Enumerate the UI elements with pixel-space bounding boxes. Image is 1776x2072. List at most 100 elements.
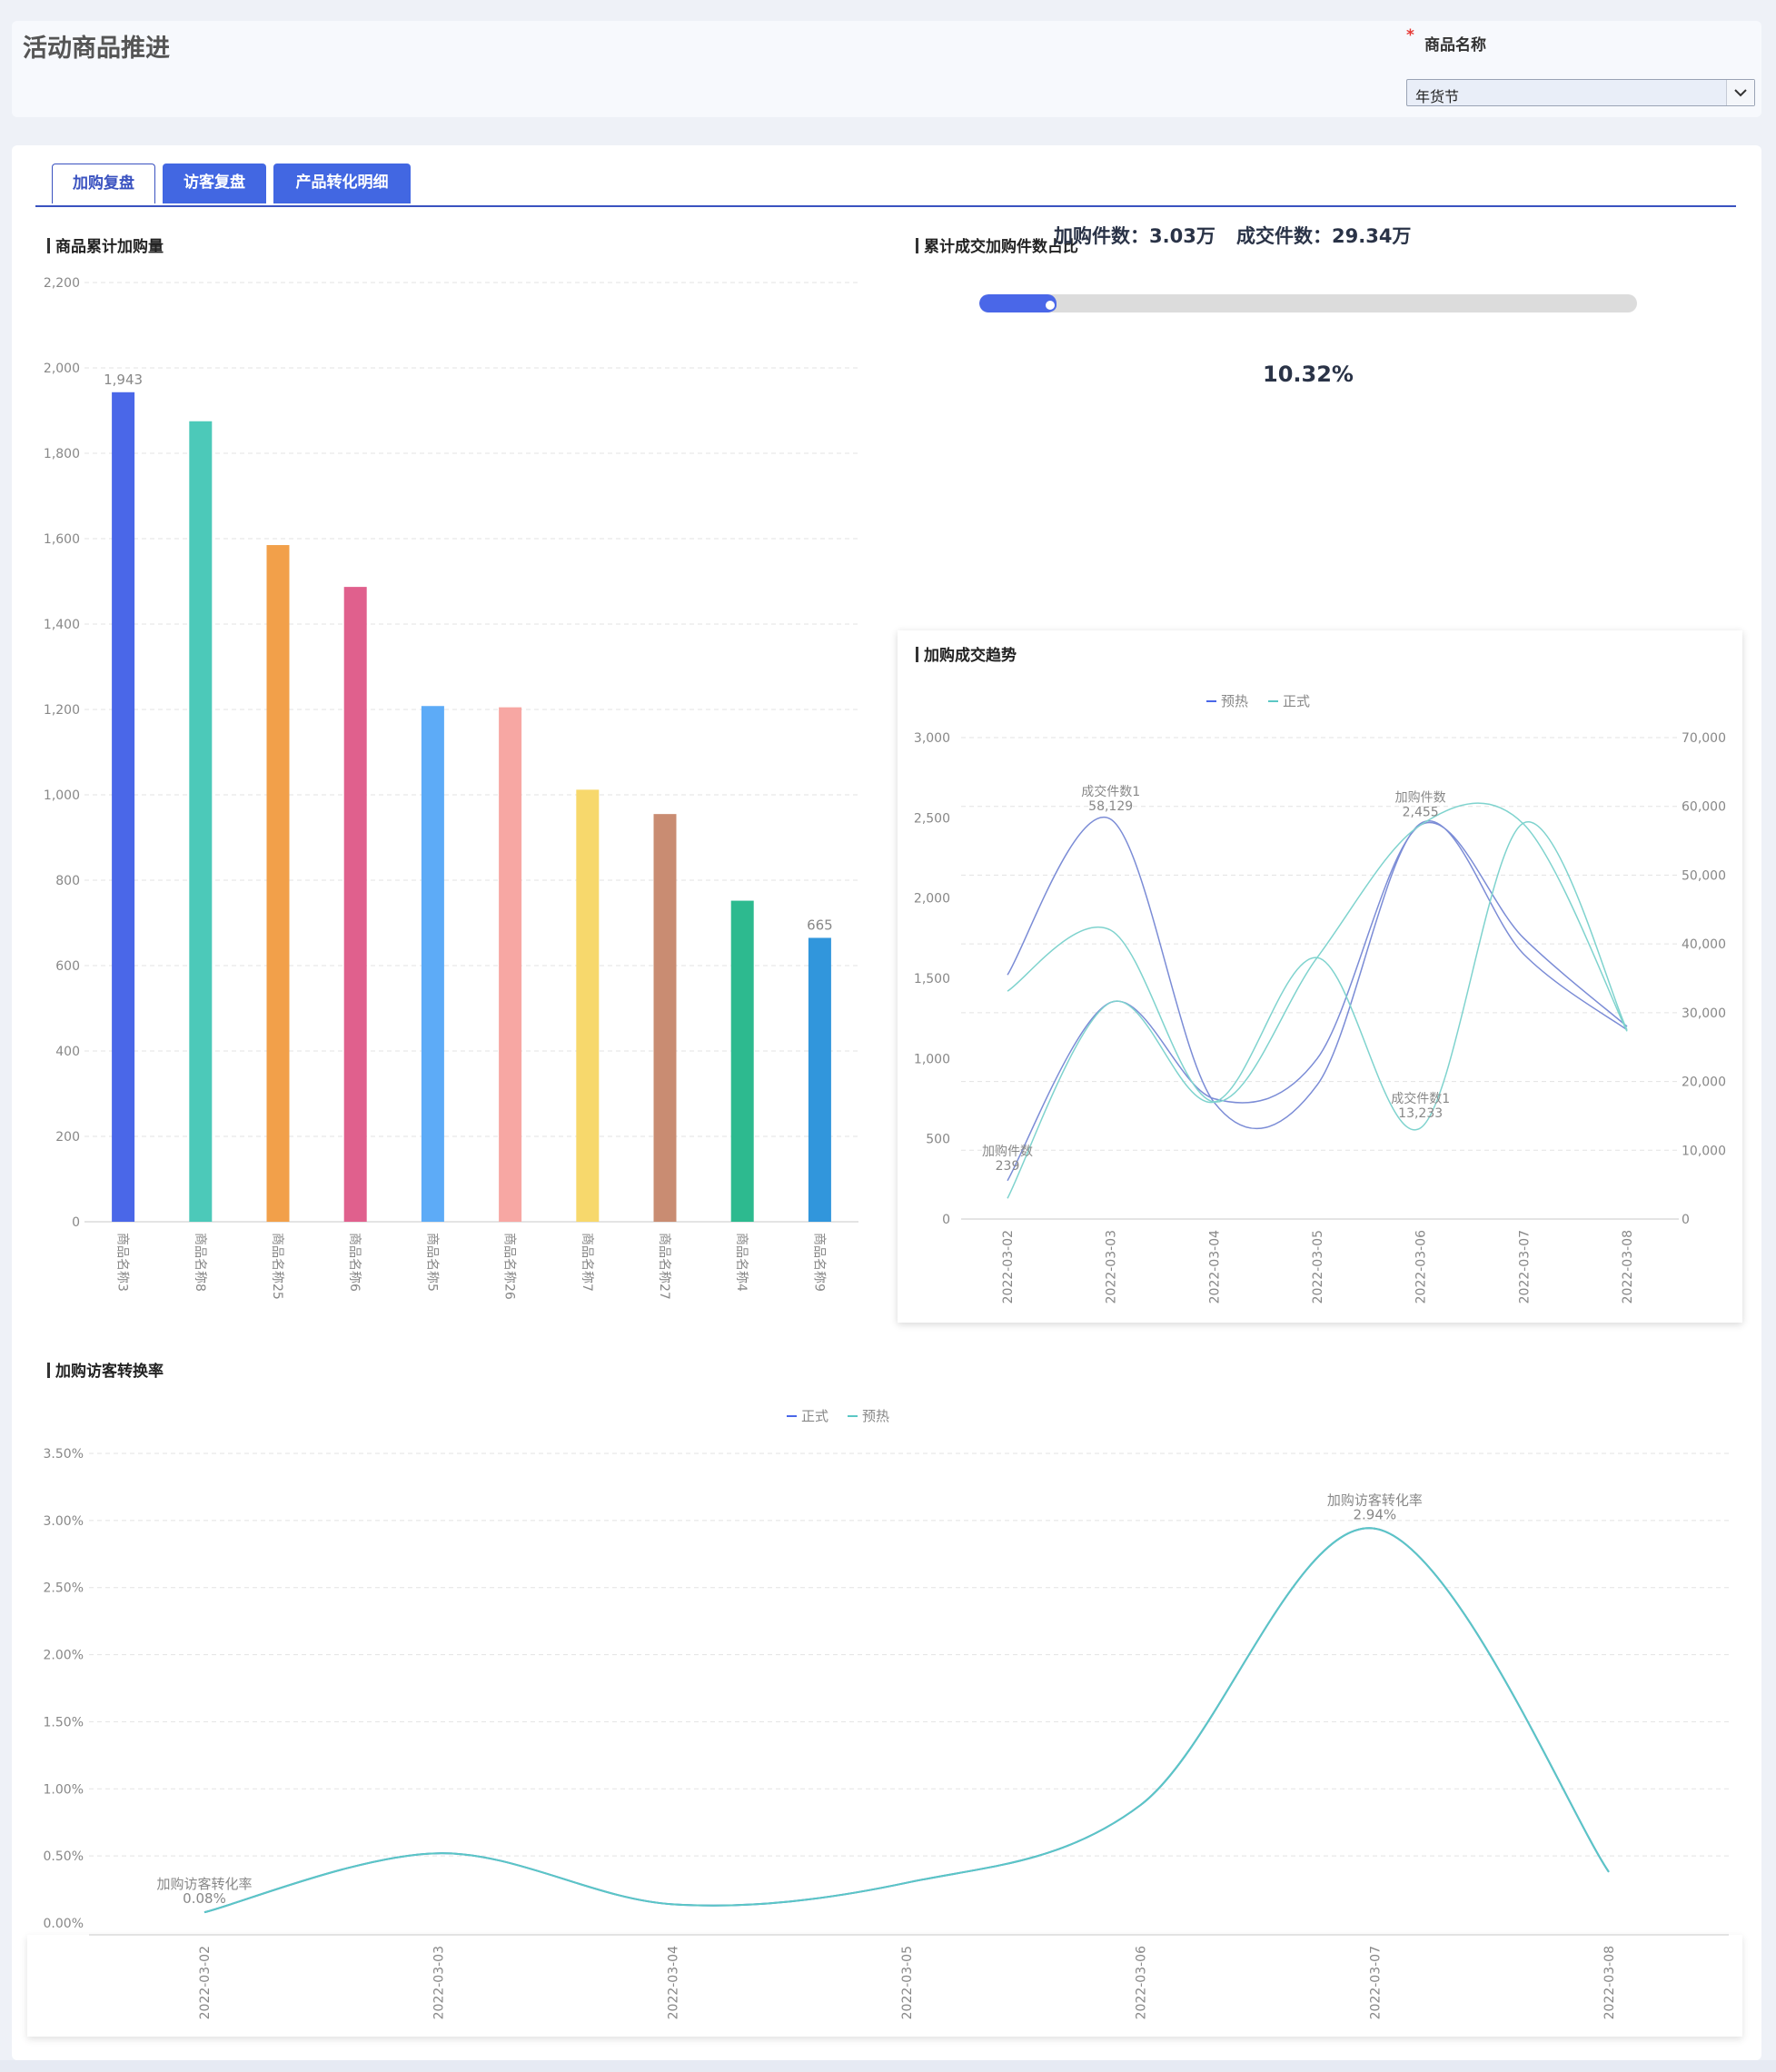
- rate-annotation-label: 加购访客转化率: [1327, 1492, 1423, 1509]
- rate-ytick-label: 3.00%: [44, 1514, 84, 1529]
- bar-category-label: 商品名称26: [502, 1233, 517, 1300]
- trend-left-tick: 1,500: [914, 972, 950, 986]
- bar-ytick-label: 1,800: [44, 447, 80, 461]
- trend-annotation-label: 加购件数: [982, 1145, 1033, 1159]
- trend-chart-card: [898, 630, 1742, 1323]
- rate-annotation-value: 0.08%: [183, 1890, 226, 1907]
- rate-series-line: [203, 1527, 1610, 1914]
- bar-ytick-label: 0: [72, 1215, 80, 1230]
- bar-category-label: 商品名称6: [347, 1233, 362, 1292]
- trend-chart-title: 加购成交趋势: [916, 642, 1017, 665]
- trend-right-tick: 10,000: [1682, 1144, 1726, 1158]
- bottom-scroll-strip: [0, 2060, 1776, 2072]
- rate-x-label: 2022-03-02: [198, 1946, 213, 2019]
- bar-chart-title: 商品累计加购量: [47, 233, 164, 256]
- rate-ytick-label: 0.50%: [44, 1849, 84, 1864]
- trend-left-tick: 2,000: [914, 892, 950, 907]
- select-value: 年货节: [1415, 88, 1460, 105]
- rate-ytick-label: 1.00%: [44, 1782, 84, 1797]
- tab-add-cart-review[interactable]: 加购复盘: [52, 164, 155, 203]
- bar-ytick-label: 1,600: [44, 532, 80, 547]
- product-name-select[interactable]: 年货节: [1406, 79, 1755, 106]
- rate-annotation-label: 加购访客转化率: [156, 1876, 252, 1892]
- rate-ytick-label: 2.50%: [44, 1581, 84, 1596]
- bar-chart: 0 200 400 600 800 1,000 1,200 1,400 1,600 1,800 2,…: [44, 276, 858, 1300]
- trend-left-tick: 500: [926, 1133, 950, 1147]
- trend-x-label: 2022-03-04: [1207, 1230, 1222, 1304]
- ratio-progress-bar: [979, 294, 1637, 312]
- trend-annotation-label: 加购件数: [1395, 790, 1446, 805]
- trend-series-line: [1007, 816, 1628, 1130]
- bar-category-label: 商品名称5: [424, 1233, 439, 1292]
- bar-ytick-label: 200: [55, 1130, 80, 1145]
- bar: [421, 706, 444, 1222]
- bar: [808, 937, 831, 1222]
- rate-chart: 0.00% 0.50% 1.00% 1.50% 2.00% 2.50% 3.00% 3.50%…: [44, 1408, 1729, 2019]
- bar-ytick-label: 1,400: [44, 618, 80, 632]
- required-mark: *: [1406, 26, 1414, 45]
- page-title: 活动商品推进: [23, 35, 170, 63]
- trend-x-label: 2022-03-05: [1311, 1230, 1325, 1304]
- tab-conversion-detail[interactable]: 产品转化明细: [273, 164, 411, 203]
- bar-category-label: 商品名称27: [657, 1233, 671, 1300]
- trend-right-tick: 60,000: [1682, 800, 1726, 815]
- bar-ytick-label: 2,200: [44, 276, 80, 291]
- trend-annotation-value: 239: [996, 1159, 1020, 1174]
- bar: [189, 421, 213, 1222]
- progress-knob: [1043, 299, 1057, 312]
- rate-ytick-label: 3.50%: [44, 1447, 84, 1462]
- ratio-title: 累计成交加购件数占比: [916, 233, 1078, 256]
- bar-ytick-label: 1,200: [44, 703, 80, 718]
- bar-ytick-label: 400: [55, 1045, 80, 1059]
- trend-right-tick: 20,000: [1682, 1076, 1726, 1090]
- trend-series-line: [1007, 821, 1628, 1199]
- rate-x-label: 2022-03-05: [900, 1946, 915, 2019]
- trend-x-label: 2022-03-06: [1414, 1230, 1429, 1304]
- trend-legend-label: 预热: [1221, 693, 1248, 709]
- trend-left-tick: 2,500: [914, 811, 950, 826]
- rate-chart-title: 加购访客转换率: [47, 1358, 164, 1381]
- bar-ytick-label: 800: [55, 874, 80, 888]
- rate-ytick-label: 2.00%: [44, 1649, 84, 1663]
- tab-bar: 加购复盘 访客复盘 产品转化明细: [35, 164, 1736, 207]
- bar-category-label: 商品名称8: [193, 1233, 207, 1292]
- trend-x-label: 2022-03-03: [1105, 1230, 1119, 1304]
- trend-series-line: [1007, 802, 1628, 1103]
- bar: [112, 392, 135, 1222]
- trend-series-line: [1007, 821, 1628, 1182]
- rate-legend-label: 正式: [801, 1408, 828, 1424]
- bar-ytick-label: 1,000: [44, 788, 80, 803]
- trend-right-tick: 0: [1682, 1213, 1690, 1227]
- bar: [653, 814, 677, 1222]
- trend-left-tick: 3,000: [914, 731, 950, 746]
- rate-x-label: 2022-03-06: [1135, 1946, 1149, 2019]
- bar-category-label: 商品名称7: [580, 1233, 594, 1292]
- ratio-percent: 10.32%: [1263, 362, 1354, 387]
- trend-left-tick: 0: [942, 1213, 950, 1227]
- trend-x-label: 2022-03-08: [1621, 1230, 1635, 1304]
- trend-annotation-value: 13,233: [1398, 1106, 1443, 1121]
- bar-data-label: 1,943: [104, 372, 143, 388]
- rate-ytick-label: 0.00%: [44, 1917, 84, 1931]
- bar: [499, 707, 522, 1222]
- bar-data-label: 665: [807, 917, 833, 933]
- trend-legend-label: 正式: [1283, 693, 1310, 709]
- rate-x-label: 2022-03-04: [666, 1946, 680, 2019]
- add-count-text: 加购件数：3.03万: [1054, 225, 1215, 247]
- rate-x-label: 2022-03-08: [1602, 1946, 1617, 2019]
- trend-right-tick: 70,000: [1682, 731, 1726, 746]
- deal-count-text: 成交件数：29.34万: [1236, 225, 1412, 247]
- rate-x-label: 2022-03-03: [432, 1946, 447, 2019]
- bar-category-label: 商品名称25: [270, 1233, 284, 1300]
- tab-visitor-review[interactable]: 访客复盘: [163, 164, 266, 203]
- bar: [266, 545, 290, 1222]
- trend-right-tick: 50,000: [1682, 868, 1726, 883]
- trend-right-tick: 40,000: [1682, 937, 1726, 952]
- progress-fill: [979, 294, 1057, 312]
- trend-annotation-value: 2,455: [1403, 805, 1439, 819]
- rate-x-label: 2022-03-07: [1368, 1946, 1383, 2019]
- chevron-down-icon[interactable]: [1726, 80, 1754, 105]
- bar-category-label: 商品名称3: [115, 1233, 130, 1292]
- bar-ytick-label: 2,000: [44, 362, 80, 376]
- bar-ytick-label: 600: [55, 959, 80, 974]
